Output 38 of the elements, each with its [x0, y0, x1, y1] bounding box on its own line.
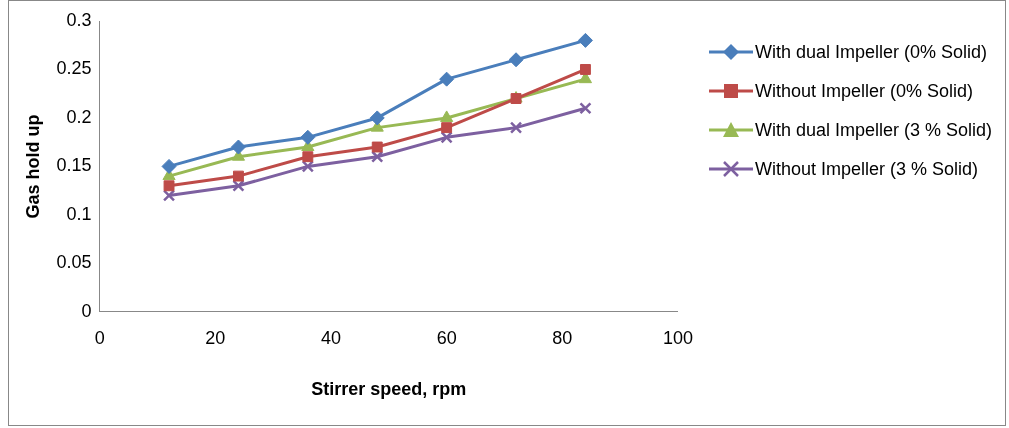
x-tick-label: 0	[94, 327, 105, 348]
x-tick-label: 60	[436, 327, 457, 348]
point	[508, 52, 524, 68]
point	[163, 180, 175, 192]
point	[440, 110, 454, 122]
point	[162, 189, 176, 202]
point	[580, 64, 591, 75]
y-axis-title: Gas hold up	[22, 114, 43, 219]
x-tick-label: 20	[205, 327, 226, 348]
legend-label: With dual Impeller (0% Solid)	[755, 41, 988, 64]
y-tick-label: 0.3	[66, 9, 92, 30]
point	[579, 102, 592, 115]
y-tick-label: 0.05	[56, 252, 92, 273]
point	[371, 141, 383, 153]
point	[369, 110, 385, 126]
point	[232, 170, 244, 182]
y-tick-label: 0	[81, 300, 92, 321]
point	[577, 32, 593, 48]
point	[301, 160, 315, 173]
y-tick-label: 0.2	[66, 106, 92, 127]
y-tick-label: 0.15	[56, 155, 92, 176]
point	[161, 158, 177, 174]
x-axis-title: Stirrer speed, rpm	[311, 379, 467, 400]
point	[230, 139, 246, 155]
x-tick-label: 40	[320, 327, 341, 348]
point	[509, 121, 523, 134]
legend-label: Without Impeller (3 % Solid)	[755, 158, 979, 181]
point	[302, 151, 314, 163]
point	[440, 131, 453, 144]
point	[439, 71, 455, 87]
x-tick-label: 100	[662, 327, 694, 348]
legend-label: With dual Impeller (3 % Solid)	[755, 119, 993, 142]
point	[300, 129, 316, 145]
x-tick-label: 80	[552, 327, 573, 348]
legend-label: Without Impeller (0% Solid)	[755, 80, 974, 103]
y-tick-label: 0.25	[56, 58, 92, 79]
y-tick-label: 0.1	[66, 203, 92, 224]
point	[441, 122, 453, 134]
